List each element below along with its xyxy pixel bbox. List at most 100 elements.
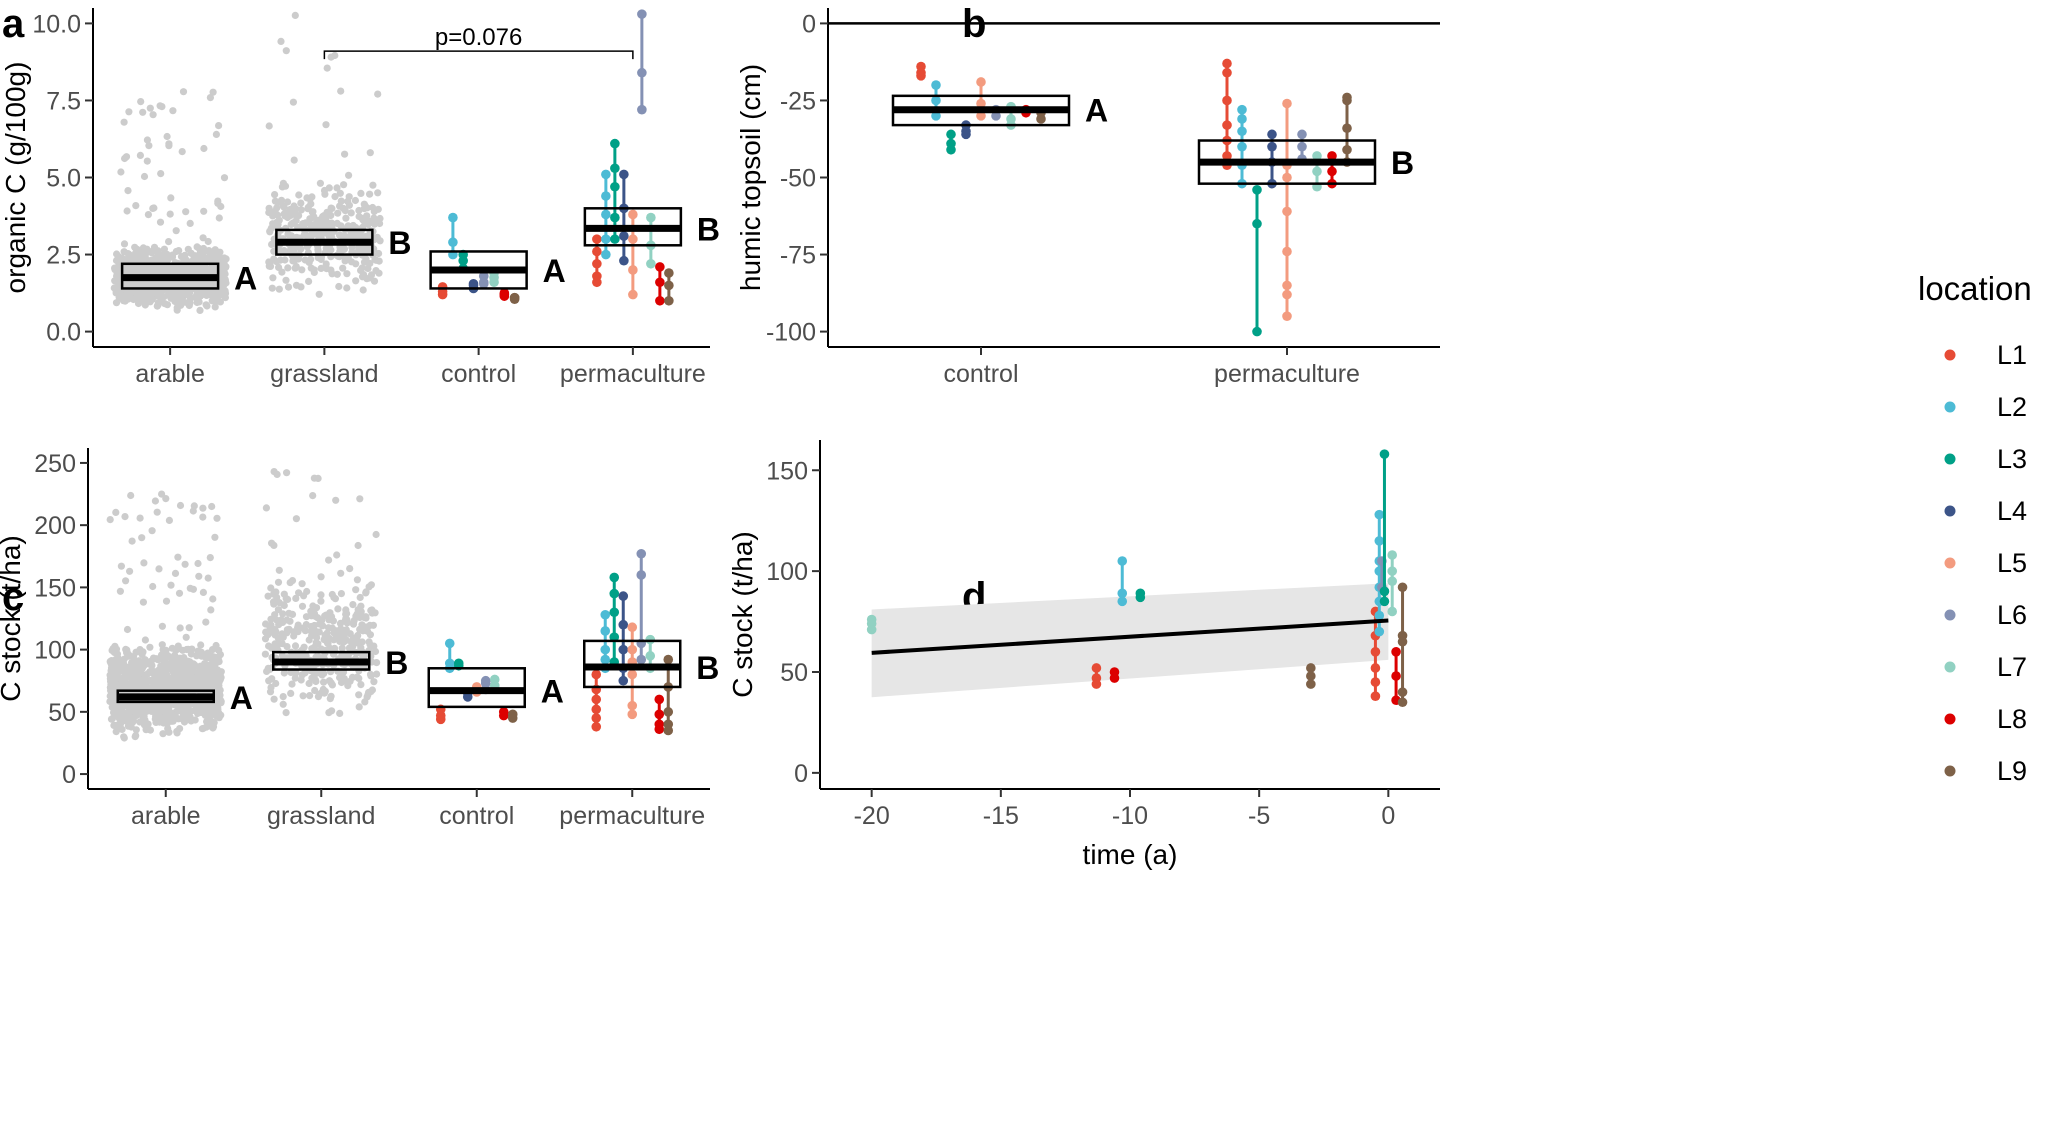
background-point-arable [128, 537, 136, 545]
background-point-grassland [284, 283, 293, 291]
location-point-L6-permaculture [637, 67, 647, 78]
location-point-L8 [1109, 673, 1120, 683]
location-point-L7 [866, 624, 877, 635]
background-point-arable [124, 187, 132, 195]
location-point-L1-control [916, 71, 926, 81]
background-point-arable [211, 533, 219, 541]
background-point-arable [204, 574, 212, 582]
background-point-grassland [343, 270, 351, 278]
background-point-grassland [365, 246, 373, 254]
location-point-L4-permaculture [618, 644, 629, 655]
x-tick-label-c: grassland [267, 802, 375, 830]
background-point-grassland [376, 237, 384, 245]
location-point-L2-control [448, 237, 458, 248]
y-axis-title-d: C stock (t/ha) [727, 531, 758, 697]
background-point-grassland [273, 258, 281, 266]
y-tick-label-d: 100 [766, 558, 808, 586]
background-point-arable [120, 668, 128, 676]
legend-key-L7 [1944, 661, 1956, 673]
background-point-grassland [355, 212, 363, 221]
background-point-grassland [338, 252, 346, 260]
background-point-arable [123, 646, 131, 654]
legend-key-L1 [1944, 349, 1956, 361]
background-point-arable [132, 712, 140, 720]
x-tick-label-c: arable [131, 802, 201, 830]
background-point-grassland [280, 203, 288, 211]
background-point-arable [116, 587, 124, 595]
background-point-arable [165, 238, 173, 246]
location-point-L4-permaculture [619, 169, 629, 180]
background-point-arable [209, 595, 217, 603]
location-point-L8 [1391, 671, 1401, 681]
legend-label-L8: L8 [1997, 704, 2027, 734]
background-point-grassland [284, 198, 292, 206]
x-tick-label-a: control [441, 360, 516, 388]
background-point-arable [190, 502, 198, 510]
background-point-grassland [374, 189, 382, 197]
background-point-arable [146, 659, 154, 668]
background-point-grassland [360, 205, 368, 213]
location-point-L3 [1379, 586, 1390, 597]
background-point-grassland [328, 681, 336, 689]
background-point-grassland [262, 504, 270, 512]
background-point-arable [132, 202, 140, 210]
background-point-arable [139, 598, 147, 606]
y-tick-label-c: 200 [34, 512, 76, 540]
location-point-L1-permaculture [591, 713, 602, 723]
background-point-grassland [357, 608, 365, 616]
location-point-L2 [1374, 536, 1385, 546]
background-point-grassland [288, 680, 296, 688]
background-point-grassland [271, 197, 279, 205]
background-point-arable [200, 653, 209, 661]
location-point-L1-permaculture [592, 234, 602, 244]
background-point-arable [107, 667, 115, 675]
location-point-L8-permaculture [655, 295, 665, 306]
y-tick-label-a: 0.0 [46, 319, 81, 347]
background-point-grassland [321, 190, 329, 198]
location-point-L2-control [448, 212, 458, 223]
background-point-arable [120, 118, 128, 126]
location-point-L2 [1117, 588, 1128, 599]
background-point-grassland [343, 616, 351, 624]
y-tick-label-d: 50 [780, 659, 808, 687]
background-point-arable [115, 282, 123, 290]
background-point-grassland [292, 205, 300, 213]
location-point-L8-permaculture [1327, 151, 1337, 161]
background-point-grassland [270, 695, 278, 703]
background-point-grassland [366, 149, 374, 157]
background-point-arable [157, 170, 165, 178]
location-point-L4-permaculture [618, 591, 629, 601]
background-point-grassland [353, 633, 361, 641]
background-point-grassland [269, 274, 277, 282]
location-point-L1-permaculture [1222, 58, 1232, 69]
background-point-arable [112, 655, 120, 663]
background-point-grassland [315, 628, 323, 636]
legend-key-L2 [1944, 401, 1956, 413]
location-point-L4-control [468, 279, 479, 289]
background-point-grassland [334, 209, 342, 217]
location-point-L1-permaculture [591, 704, 602, 715]
background-point-grassland [355, 703, 363, 711]
background-point-grassland [321, 612, 329, 620]
background-point-arable [158, 103, 166, 111]
y-tick-label-a: 7.5 [46, 87, 81, 115]
location-point-L5-permaculture [627, 644, 638, 655]
background-point-grassland [370, 678, 378, 686]
y-tick-label-d: 150 [766, 457, 808, 485]
location-point-L6-permaculture [636, 654, 647, 665]
location-point-L9 [1397, 687, 1408, 697]
location-point-L5-permaculture [1282, 280, 1292, 291]
background-point-grassland [341, 150, 349, 158]
background-point-grassland [307, 607, 315, 615]
location-point-L9-control [1036, 114, 1046, 124]
background-point-grassland [340, 181, 348, 189]
background-point-grassland [375, 249, 383, 258]
background-point-grassland [274, 606, 282, 614]
background-point-arable [216, 696, 225, 704]
background-point-arable [165, 516, 173, 525]
background-point-arable [151, 678, 159, 686]
background-point-arable [180, 707, 188, 715]
background-point-arable [154, 247, 162, 255]
background-point-arable [202, 618, 210, 626]
background-point-grassland [291, 11, 299, 19]
